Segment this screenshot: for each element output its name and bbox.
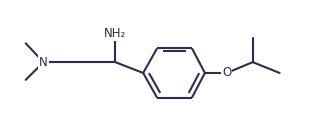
Text: NH₂: NH₂ bbox=[104, 27, 127, 40]
Text: O: O bbox=[222, 66, 232, 79]
Text: N: N bbox=[39, 56, 48, 69]
